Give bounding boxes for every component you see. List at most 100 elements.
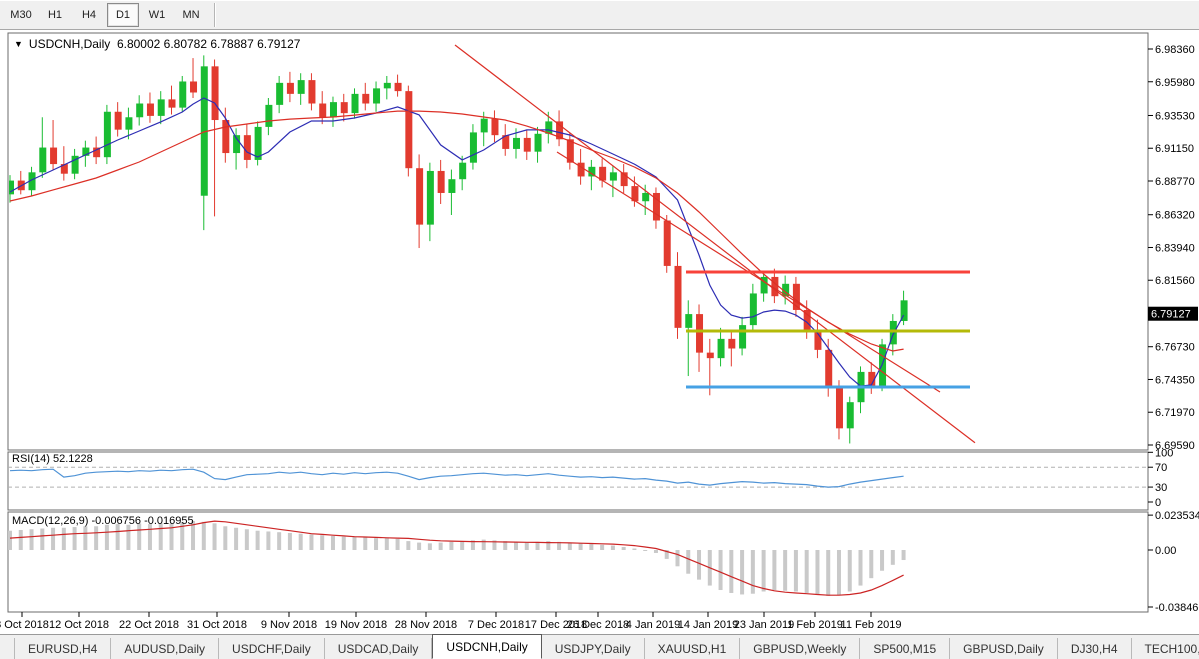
candle-bull	[28, 166, 36, 196]
chart-tab-gbpusd-weekly[interactable]: GBPUSD,Weekly	[740, 638, 861, 659]
macd-histogram-bar	[567, 542, 572, 550]
timeframe-button-mn[interactable]: MN	[182, 9, 200, 21]
date-axis-label: 17 Dec 2018	[525, 619, 587, 631]
candle-bear	[814, 319, 822, 359]
candle-bear	[190, 58, 198, 98]
chart-tab-audusd-daily[interactable]: AUDUSD,Daily	[111, 638, 220, 659]
candle-bear	[674, 252, 682, 339]
candle-bull	[459, 155, 467, 191]
chart-window: 6.98360 6.95980 6.93530 6.91150 6.88770 6.863…	[0, 30, 1199, 634]
macd-histogram-bar	[578, 543, 583, 550]
rsi-axis-label: 0	[1155, 497, 1161, 509]
price-axis-label: 6.91150	[1155, 143, 1194, 155]
macd-histogram-bar	[503, 541, 508, 550]
macd-histogram-bar	[826, 550, 831, 596]
macd-axis-label: -0.038466	[1155, 602, 1199, 614]
candle-bull	[588, 159, 596, 191]
macd-axis-label: 0.023534	[1155, 510, 1199, 522]
timeframe-button-m30[interactable]: M30	[10, 9, 32, 21]
macd-histogram-bar	[589, 544, 594, 550]
chart-tab-usdcnh-daily[interactable]: USDCNH,Daily	[432, 634, 542, 659]
macd-histogram-bar	[147, 524, 152, 550]
rsi-panel	[7, 451, 1149, 511]
chart-tab-usdchf-daily[interactable]: USDCHF,Daily	[219, 638, 325, 659]
candle-bear	[728, 330, 736, 367]
date-axis-label: 4 Jan 2019	[626, 619, 680, 631]
candle-bull	[782, 275, 790, 305]
symbol-dropdown-icon[interactable]: ▼	[14, 39, 23, 49]
macd-histogram-bar	[600, 544, 605, 550]
candle-bear	[362, 82, 370, 111]
candle-bear	[340, 93, 348, 122]
timeframe-button-d1[interactable]: D1	[107, 3, 139, 27]
trendline-1	[454, 44, 976, 444]
candle-bull	[125, 107, 133, 140]
candle-bear	[114, 102, 122, 137]
chart-title-ohlc: 6.80002 6.80782 6.78887 6.79127	[116, 37, 301, 51]
candle-bear	[835, 380, 843, 440]
macd-histogram-bar	[51, 527, 56, 550]
chart-title-symbol: USDCNH,Daily	[28, 37, 111, 51]
candle-bear	[792, 276, 800, 317]
chart-tab-usdcad-daily[interactable]: USDCAD,Daily	[325, 638, 433, 659]
macd-histogram-bar	[438, 542, 443, 550]
candle-bull	[276, 75, 284, 114]
price-axis-label: 6.81560	[1155, 275, 1195, 287]
toolbar-separator	[214, 3, 216, 27]
candle-bull	[739, 316, 747, 356]
macd-histogram-bar	[761, 550, 766, 592]
candle-bear	[652, 187, 660, 229]
candle-bear	[394, 74, 402, 97]
price-axis-label: 6.83940	[1155, 242, 1195, 254]
timeframe-button-h4[interactable]: H4	[81, 9, 97, 21]
candle-bear	[599, 158, 607, 188]
chart-tab-gbpusd-daily[interactable]: GBPUSD,Daily	[950, 638, 1058, 659]
macd-histogram-bar	[352, 536, 357, 550]
macd-histogram-bar	[180, 521, 185, 550]
candle-bear	[211, 59, 219, 217]
chart-tab-xauusd-h1[interactable]: XAUUSD,H1	[645, 638, 741, 659]
candle-bull	[900, 290, 908, 326]
chart-tab-sp500-m15[interactable]: SP500,M15	[860, 638, 951, 659]
candle-bull	[39, 117, 47, 178]
date-axis-label: 28 Nov 2018	[395, 619, 457, 631]
candle-bull	[157, 91, 165, 125]
timeframe-button-w1[interactable]: W1	[148, 9, 166, 21]
rsi-value: 52.1228	[52, 453, 93, 465]
chart-tab-tech100-h1[interactable]: TECH100,H1	[1132, 638, 1199, 659]
price-axis-label: 6.86320	[1155, 210, 1195, 222]
macd-histogram-bar	[309, 534, 314, 550]
timeframe-button-h1[interactable]: H1	[47, 9, 63, 21]
macd-histogram-bar	[535, 541, 540, 550]
candle-bear	[168, 85, 176, 115]
macd-histogram-bar	[374, 538, 379, 550]
chart-tab-dj30-h4[interactable]: DJ30,H4	[1058, 638, 1132, 659]
chart-tab-eurusd-h4[interactable]: EURUSD,H4	[14, 638, 112, 659]
macd-histogram-bar	[417, 542, 422, 550]
candle-bear	[491, 110, 499, 143]
candle-bull	[609, 165, 617, 198]
macd-histogram-bar	[901, 550, 906, 561]
macd-histogram-bar	[718, 550, 723, 591]
date-axis-label: 19 Nov 2018	[325, 619, 387, 631]
candle-bull	[760, 271, 768, 302]
macd-histogram-bar	[395, 538, 400, 550]
macd-histogram-bar	[449, 541, 454, 550]
candle-bull	[448, 169, 456, 215]
price-axis-label: 6.88770	[1155, 176, 1195, 188]
chart-canvas[interactable]: 6.98360 6.95980 6.93530 6.91150 6.88770 6.863…	[0, 30, 1199, 634]
candle-bear	[631, 176, 639, 207]
candle-bull	[373, 81, 381, 112]
macd-histogram-bar	[126, 524, 131, 550]
chart-tab-usdjpy-daily[interactable]: USDJPY,Daily	[542, 638, 645, 659]
macd-histogram-bar	[675, 550, 680, 567]
macd-histogram-bar	[481, 539, 486, 550]
candle-bull	[9, 175, 14, 203]
macd-histogram-bar	[470, 540, 475, 550]
chart-title: ▼ USDCNH,Daily 6.80002 6.80782 6.78887 6.…	[14, 37, 300, 51]
candle-bull	[426, 162, 434, 242]
macd-histogram-bar	[201, 521, 206, 550]
candle-bear	[243, 124, 251, 169]
macd-histogram-bar	[546, 541, 551, 550]
